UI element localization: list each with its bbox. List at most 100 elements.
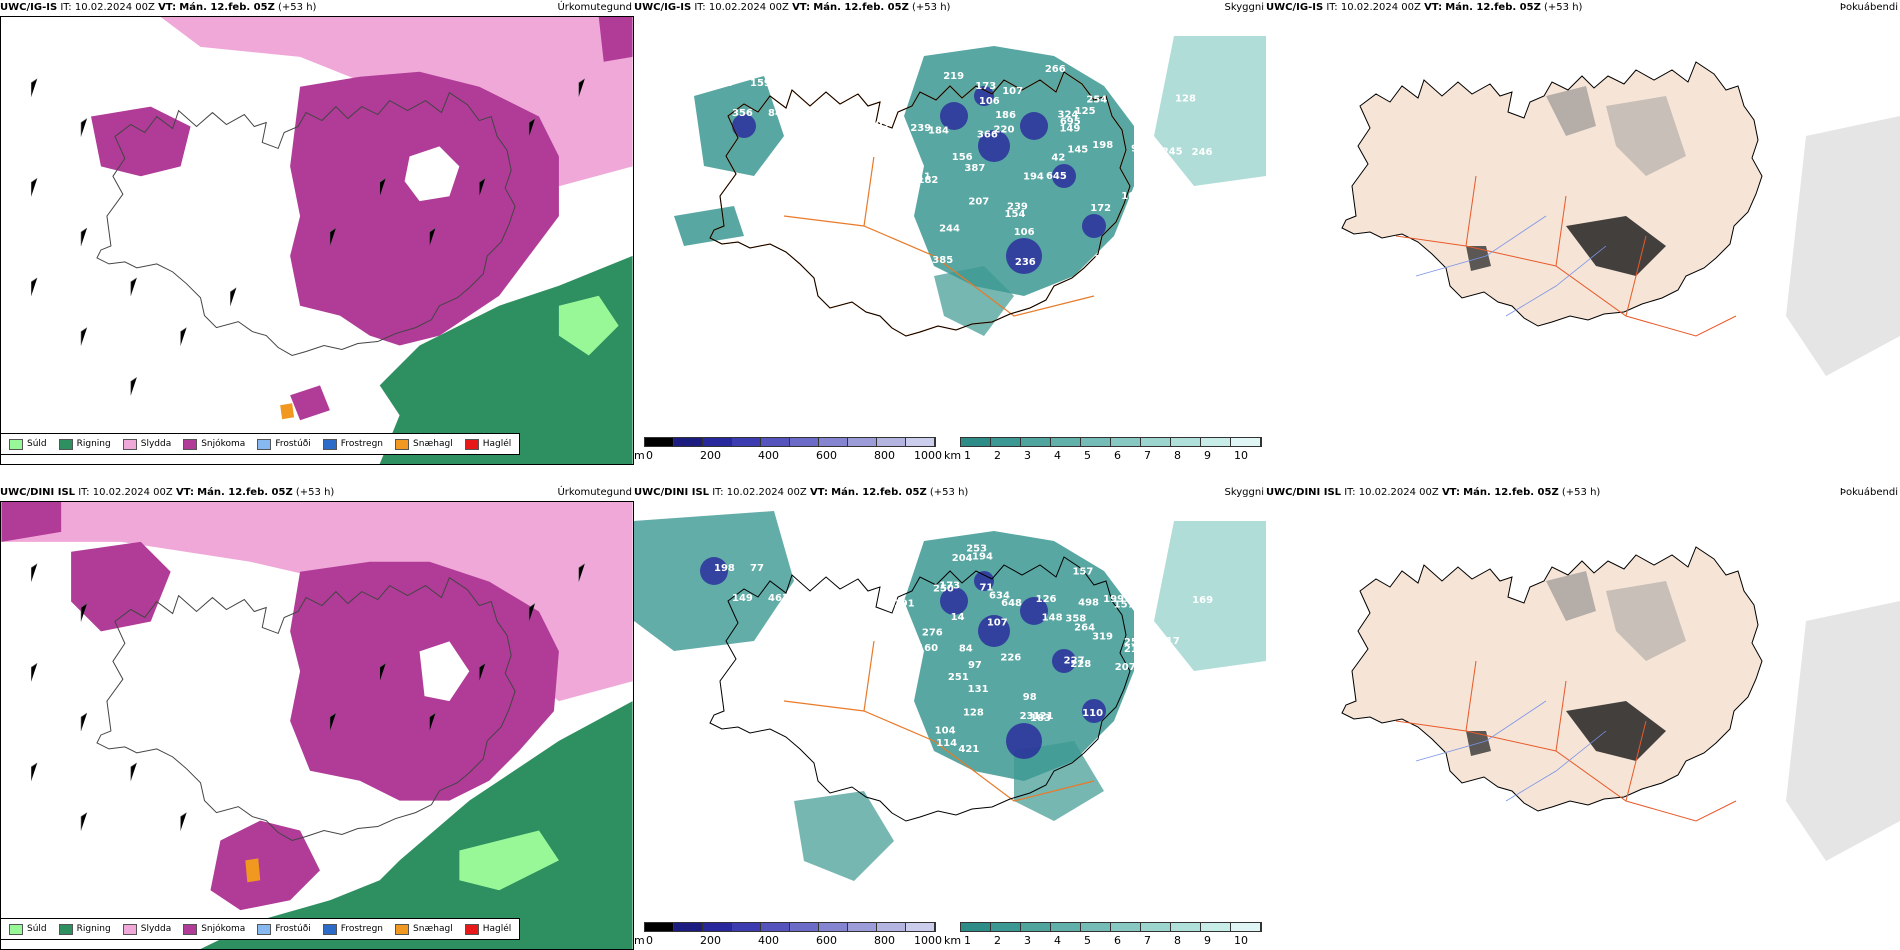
ceiling-value-label: 123 <box>1177 222 1198 233</box>
panel-header: UWC/IG-IS IT: 10.02.2024 00Z VT: Mán. 12… <box>634 0 1266 16</box>
ceiling-value-label: 385 <box>932 255 953 266</box>
ceiling-value-label: 645 <box>1046 171 1067 182</box>
ceiling-value-label: 207 <box>968 197 989 208</box>
ceiling-value-label: 239 <box>1007 201 1028 212</box>
ceiling-value-label: 108 <box>1121 191 1142 202</box>
ceiling-value-label: 194 <box>1023 171 1044 182</box>
ceiling-value-label: 648 <box>1001 598 1022 609</box>
ceiling-value-label: 219 <box>943 71 964 82</box>
legend-item: Snjókoma <box>183 923 245 935</box>
ceiling-value-label: 125 <box>1075 106 1096 117</box>
ceiling-value-label: 276 <box>922 628 943 639</box>
ceiling-value-label: 160 <box>917 643 938 654</box>
ceiling-value-label: 264 <box>1074 623 1095 634</box>
ceiling-value-label: 194 <box>972 552 993 563</box>
visibility-scale <box>960 437 1262 447</box>
ceiling-value-label: 207 <box>1115 662 1136 673</box>
precip-type-legend: Súld Rigning Slydda Snjókoma Frostúði Fr… <box>0 433 521 455</box>
ceiling-value-label: 266 <box>1045 64 1066 75</box>
visibility-map: 1981497746312142110484972762502501732531… <box>634 501 1266 921</box>
panel-title: Þokuábendi <box>1839 2 1898 13</box>
ceiling-value-labels: 1981497746312142110484972762502501732531… <box>714 543 1213 755</box>
ceiling-value-label: 634 <box>989 590 1010 601</box>
legend-item: Rigning <box>58 923 111 935</box>
ceiling-value-label: 220 <box>994 125 1015 136</box>
panel-title: Þokuábendi <box>1839 487 1898 498</box>
ceiling-value-label: 231 <box>1020 711 1041 722</box>
ceiling-value-label: 154 <box>1094 254 1115 265</box>
precip-type-map <box>0 501 634 950</box>
ceiling-value-label: 149 <box>1059 124 1080 135</box>
ceiling-value-label: 173 <box>975 81 996 92</box>
ceiling-value-label: 463 <box>768 593 789 604</box>
ceiling-value-label: 226 <box>1125 714 1146 725</box>
ceiling-value-label: 84 <box>768 108 782 119</box>
ceiling-value-label: 173 <box>939 580 960 591</box>
ceiling-value-label: 358 <box>1065 614 1086 625</box>
ceiling-value-label: 110 <box>1082 708 1103 719</box>
panel-title: Skyggni <box>1224 2 1264 13</box>
ceiling-value-label: 154 <box>1005 209 1026 220</box>
ceiling-value-label: 191 <box>894 599 915 610</box>
ceiling-value-label: 128 <box>963 707 984 718</box>
ceiling-value-label: 14 <box>951 612 965 623</box>
ceiling-value-label: 96 <box>1131 143 1145 154</box>
ceiling-value-label: 106 <box>1014 227 1035 238</box>
panel-header: UWC/DINI ISL IT: 10.02.2024 00Z VT: Mán.… <box>0 485 634 501</box>
precip-type-map <box>0 16 634 465</box>
fog-index-map <box>1266 16 1900 456</box>
ceiling-value-label: 209 <box>869 119 890 130</box>
ceiling-value-label: 319 <box>1092 631 1113 642</box>
legend-item: Frostregn <box>322 438 383 450</box>
legend-item: Slydda <box>122 438 171 450</box>
fog-index-map <box>1266 501 1900 941</box>
ceiling-value-label: 149 <box>732 593 753 604</box>
visibility-panel-row1: UWC/IG-IS IT: 10.02.2024 00Z VT: Mán. 12… <box>634 0 1266 465</box>
ceiling-value-label: 244 <box>939 224 960 235</box>
ceiling-scale <box>644 437 936 447</box>
ceiling-value-label: 213 <box>871 149 892 160</box>
panel-title: Skyggni <box>1224 487 1264 498</box>
legend-item: Frostregn <box>322 923 383 935</box>
ceiling-value-label: 157 <box>1072 567 1093 578</box>
ceiling-value-label: 84 <box>959 644 973 655</box>
fog-panel-row2: UWC/DINI ISL IT: 10.02.2024 00Z VT: Mán.… <box>1266 485 1900 950</box>
scale-bars: m 0 200 400 600 800 1000 km 1 2 3 4 5 6 … <box>634 434 1266 465</box>
panel-header: UWC/IG-IS IT: 10.02.2024 00Z VT: Mán. 12… <box>0 0 634 16</box>
ceiling-value-label: 126 <box>1036 594 1057 605</box>
ceiling-value-label: 236 <box>1015 257 1036 268</box>
legend-item: Rigning <box>58 438 111 450</box>
ceiling-value-label: 254 <box>1086 94 1107 105</box>
ceiling-value-label: 239 <box>910 123 931 134</box>
legend-item: Snjókoma <box>183 438 245 450</box>
ceiling-value-label: 127 <box>714 78 735 89</box>
panel-header: UWC/IG-IS IT: 10.02.2024 00Z VT: Mán. 12… <box>1266 0 1900 16</box>
ceiling-value-label: 117 <box>1159 636 1180 647</box>
ceiling-value-label: 121 <box>1033 711 1054 722</box>
ceiling-value-label: 214 <box>833 135 854 146</box>
ceiling-value-label: 356 <box>732 108 753 119</box>
ceiling-value-label: 228 <box>1070 659 1091 670</box>
visibility-panel-row2: UWC/DINI ISL IT: 10.02.2024 00Z VT: Mán.… <box>634 485 1266 950</box>
ceiling-value-label: 204 <box>952 553 973 564</box>
ceiling-value-label: 695 <box>1060 116 1081 127</box>
scale-bars: m 0 200 400 600 800 1000 km 1 2 3 4 5 6 … <box>634 919 1266 950</box>
ceiling-value-label: 156 <box>851 630 872 641</box>
ceiling-value-label: 324 <box>1058 109 1079 120</box>
ceiling-value-label: 227 <box>1064 655 1085 666</box>
ceiling-value-label: 250 <box>933 583 954 594</box>
legend-item: Frostúði <box>257 923 311 935</box>
ceiling-value-label: 104 <box>935 725 956 736</box>
ceiling-value-label: 145 <box>1067 145 1088 156</box>
ceiling-value-label: 186 <box>995 110 1016 121</box>
ceiling-value-label: 148 <box>1042 612 1063 623</box>
ceiling-value-label: 198 <box>714 563 735 574</box>
ceiling-value-label: 169 <box>1192 595 1213 606</box>
legend-item: Súld <box>9 923 47 935</box>
legend-item: Haglél <box>464 923 511 935</box>
ceiling-value-label: 212 <box>1124 644 1145 655</box>
ceiling-value-label: 157 <box>1114 600 1135 611</box>
ceiling-value-label: 253 <box>1124 637 1145 648</box>
visibility-scale <box>960 922 1262 932</box>
